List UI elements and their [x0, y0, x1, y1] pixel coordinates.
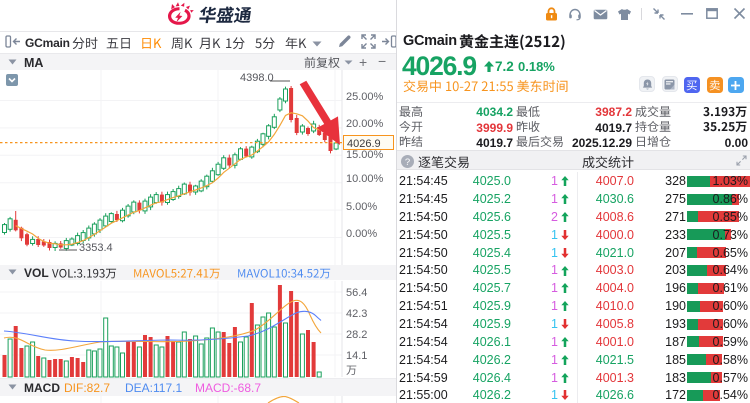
svg-text:?: ?	[405, 157, 410, 168]
